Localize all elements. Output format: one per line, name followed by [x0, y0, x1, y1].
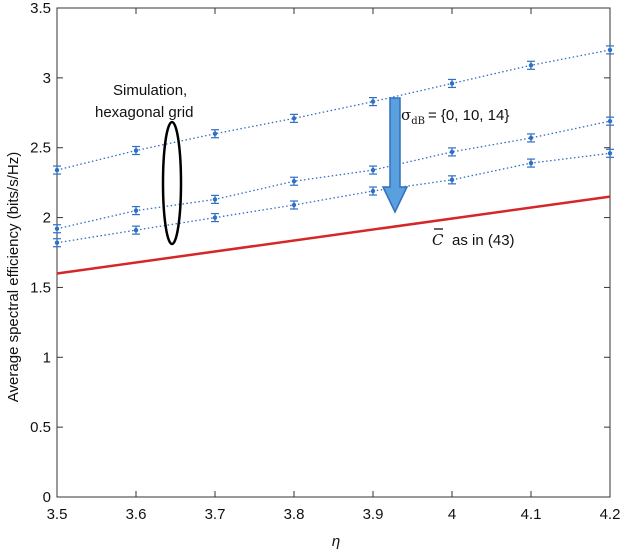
- data-point: [132, 205, 140, 216]
- data-point: [132, 225, 140, 235]
- series-1: [53, 45, 614, 175]
- series-3: [53, 148, 614, 248]
- cbar-symbol: C: [432, 231, 444, 249]
- marker: [212, 215, 218, 220]
- marker: [133, 148, 139, 153]
- cbar-label: as in (43): [452, 232, 515, 249]
- marker: [212, 197, 218, 202]
- marker: [449, 149, 455, 155]
- data-point: [448, 175, 456, 185]
- marker: [212, 131, 218, 136]
- marker: [54, 167, 60, 173]
- ticks: 3.5 3.6 3.7 3.8 3.9 4 4.1 4.2 0 0.5 1 1.5 2 2.5 3 3.5: [30, 0, 620, 523]
- x-axis-title: η: [332, 533, 340, 550]
- y-tick-label: 3.5: [30, 0, 51, 17]
- data-point: [53, 224, 61, 234]
- data-point: [606, 116, 614, 126]
- y-tick-label: 2.5: [30, 140, 51, 157]
- series-line: [56, 195, 611, 275]
- series-line: [56, 152, 611, 244]
- marker: [607, 151, 613, 156]
- data-point: [53, 238, 61, 248]
- data-point: [606, 148, 614, 158]
- marker: [607, 118, 613, 124]
- data-point: [369, 165, 377, 175]
- simulation-annotation: Simulation, hexagonal grid: [95, 82, 193, 246]
- y-tick-label: 0: [43, 489, 51, 506]
- axes: [56, 7, 611, 498]
- series-4: [56, 195, 611, 275]
- sigma-arrow: [381, 97, 409, 214]
- sigma-label: σdB = {0, 10, 14}: [401, 106, 509, 127]
- y-tick-label: 1: [43, 349, 51, 366]
- marker: [54, 226, 60, 231]
- marker: [291, 179, 297, 184]
- marker: [528, 135, 534, 141]
- data-point: [527, 158, 535, 168]
- series-layer: [53, 45, 614, 275]
- x-tick-label: 3.7: [205, 506, 226, 523]
- simulation-label-line2: hexagonal grid: [95, 104, 193, 121]
- marker: [291, 116, 297, 121]
- marker: [370, 99, 376, 104]
- marker: [607, 47, 613, 53]
- data-point: [369, 186, 377, 196]
- sigma-symbol: σ: [401, 106, 411, 124]
- x-tick-label: 4: [448, 506, 456, 523]
- data-point: [369, 97, 377, 107]
- marker: [133, 227, 139, 233]
- data-point: [132, 145, 140, 156]
- simulation-label-line1: Simulation,: [113, 82, 187, 99]
- marker: [528, 63, 534, 68]
- sigma-annotation: σdB = {0, 10, 14}: [381, 97, 509, 214]
- data-point: [448, 147, 456, 157]
- marker: [370, 188, 376, 194]
- y-tick-label: 1.5: [30, 279, 51, 296]
- marker: [370, 167, 376, 173]
- x-tick-label: 3.9: [363, 506, 384, 523]
- data-point: [211, 129, 219, 139]
- data-point: [606, 45, 614, 55]
- marker: [291, 202, 297, 208]
- simulation-ellipse: [161, 120, 183, 246]
- data-point: [53, 165, 61, 175]
- data-point: [211, 194, 219, 205]
- marker: [528, 160, 534, 166]
- y-tick-label: 3: [43, 70, 51, 87]
- x-tick-label: 4.1: [521, 506, 542, 523]
- data-point: [527, 60, 535, 70]
- marker: [449, 81, 455, 86]
- marker: [449, 177, 455, 183]
- data-point: [290, 176, 298, 186]
- series-line: [56, 120, 611, 230]
- data-point: [448, 78, 456, 89]
- y-axis-title: Average spectral efficiency (bits/s/Hz): [5, 152, 22, 402]
- data-point: [527, 133, 535, 143]
- x-tick-label: 4.2: [600, 506, 621, 523]
- x-tick-label: 3.8: [284, 506, 305, 523]
- x-tick-label: 3.5: [47, 506, 68, 523]
- y-tick-label: 0.5: [30, 419, 51, 436]
- series-2: [53, 116, 614, 234]
- data-point: [290, 113, 298, 123]
- y-tick-label: 2: [43, 210, 51, 227]
- marker: [133, 208, 139, 213]
- data-point: [290, 200, 298, 210]
- x-tick-label: 3.6: [126, 506, 147, 523]
- sigma-subscript: dB: [411, 116, 425, 127]
- sigma-values: = {0, 10, 14}: [428, 107, 509, 124]
- data-point: [211, 212, 219, 223]
- plot-frame: [56, 7, 611, 498]
- marker: [54, 240, 60, 245]
- cbar-annotation: C as in (43): [432, 228, 515, 249]
